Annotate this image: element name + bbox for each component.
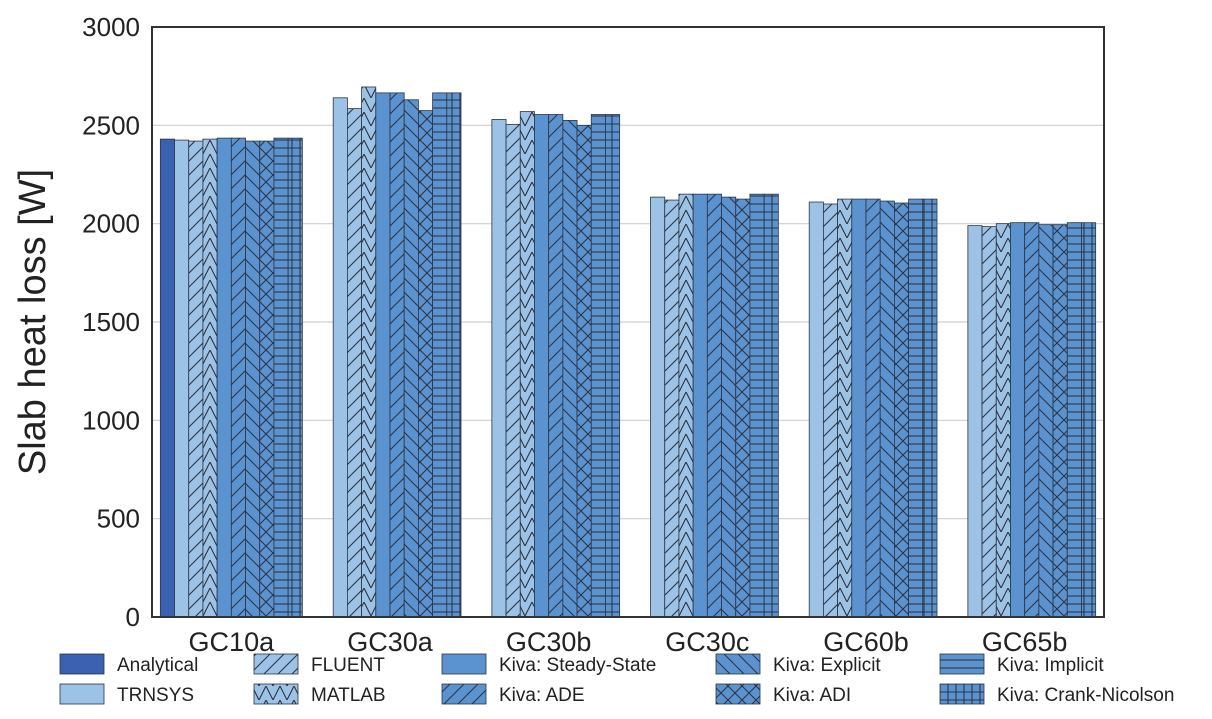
legend-swatch-hatch (716, 684, 760, 704)
bar-hatch (996, 223, 1011, 617)
bar-hatch (749, 194, 765, 617)
legend-swatch-hatch (254, 654, 298, 674)
bar (491, 119, 507, 618)
category-label: GC60b (823, 627, 909, 657)
gridlines (152, 124, 1104, 520)
bar-hatch (664, 200, 679, 618)
bar-hatch (548, 114, 563, 618)
category-label: GC10a (189, 627, 276, 657)
legend-label: Kiva: Steady-State (499, 655, 656, 676)
legend-label: Kiva: ADI (773, 685, 851, 706)
legend-swatch-hatch (254, 684, 298, 704)
bar (1010, 222, 1026, 618)
y-tick-label: 500 (97, 504, 140, 534)
bar-hatch (894, 203, 909, 617)
bar-hatch (866, 199, 881, 618)
bar-hatch (1067, 222, 1082, 617)
legend-swatch-hatch (442, 684, 486, 704)
bar-hatch (404, 99, 419, 618)
bar-hatch (678, 194, 694, 617)
plot-frame (151, 26, 1105, 618)
y-tick-label: 3000 (82, 12, 140, 42)
bar-hatch (245, 141, 260, 618)
bar (159, 138, 175, 618)
bar (332, 97, 348, 618)
legend-swatch (59, 653, 105, 675)
legend-label: TRNSYS (117, 685, 194, 706)
y-tick-label: 2000 (82, 209, 140, 239)
y-tick-label: 1000 (82, 405, 140, 435)
bar-hatch (418, 110, 433, 617)
bar-hatch (764, 194, 779, 617)
y-tick-labels: 0 500 1000 1500 2000 2500 3000 (82, 12, 140, 632)
bar (216, 137, 232, 618)
bar-hatch (361, 86, 376, 617)
category-label: GC30c (665, 627, 749, 657)
legend-swatch-hatch (940, 684, 984, 704)
legend-swatch-hatch (940, 654, 984, 674)
bar-hatch (520, 111, 535, 618)
y-tick-label: 2500 (82, 110, 140, 140)
bar-hatch (721, 197, 736, 617)
bar-hatch (1038, 224, 1054, 617)
legend-label: Kiva: Crank-Nicolson (997, 685, 1174, 706)
bar-hatch (432, 92, 447, 618)
bar-hatch (735, 199, 750, 618)
bar-hatch (288, 138, 303, 617)
bar-hatch (1024, 222, 1039, 617)
y-axis-title: Slab heat loss [W] (12, 169, 54, 475)
legend-label: Kiva: ADE (499, 685, 585, 706)
legend-label: MATLAB (311, 685, 386, 706)
bar-hatch (1081, 222, 1096, 617)
bar-hatch (188, 141, 203, 618)
bar-hatch (347, 108, 362, 617)
bar-hatch (591, 114, 606, 618)
bars (159, 86, 1097, 618)
bar-hatch (446, 92, 461, 618)
bar-hatch (922, 199, 937, 618)
legend-swatch (441, 653, 487, 675)
bar-hatch (562, 120, 578, 618)
bar-hatch (707, 194, 722, 617)
y-tick-label: 1500 (82, 307, 140, 337)
bar-hatch (982, 226, 997, 617)
bar-hatch (259, 141, 274, 618)
bar (967, 225, 983, 618)
bar-hatch (202, 139, 218, 617)
bar (851, 198, 867, 618)
legend-label: Analytical (117, 655, 198, 676)
bar-hatch (273, 138, 289, 617)
bar-hatch (880, 201, 895, 618)
legend-label: Kiva: Implicit (997, 655, 1104, 676)
bar (808, 201, 824, 618)
category-label: GC65b (982, 627, 1068, 657)
bar-hatch (506, 124, 521, 617)
legend-label: FLUENT (311, 655, 385, 676)
bar (534, 114, 550, 618)
legend: Analytical FLUENT Kiva: Steady-State Kiva: … (59, 653, 1174, 706)
category-label: GC30a (347, 627, 434, 657)
bar (174, 139, 190, 618)
bar-hatch (390, 92, 405, 618)
category-labels: GC10a GC30a GC30b GC30c GC60b GC65b (189, 627, 1068, 657)
legend-label: Kiva: Explicit (773, 655, 881, 676)
legend-swatch-hatch (716, 654, 760, 674)
bar (375, 92, 391, 618)
bar-hatch (577, 125, 592, 617)
bar-hatch (231, 138, 246, 617)
y-tick-label: 0 (126, 602, 140, 632)
bar-hatch (823, 204, 838, 617)
bar-hatch (605, 114, 620, 618)
category-label: GC30b (506, 627, 592, 657)
bar-hatch (837, 199, 852, 618)
bar (692, 193, 708, 618)
legend-swatch (59, 683, 105, 705)
bar (650, 196, 666, 618)
bar-hatch (1053, 224, 1068, 617)
bar-hatch (908, 199, 923, 618)
